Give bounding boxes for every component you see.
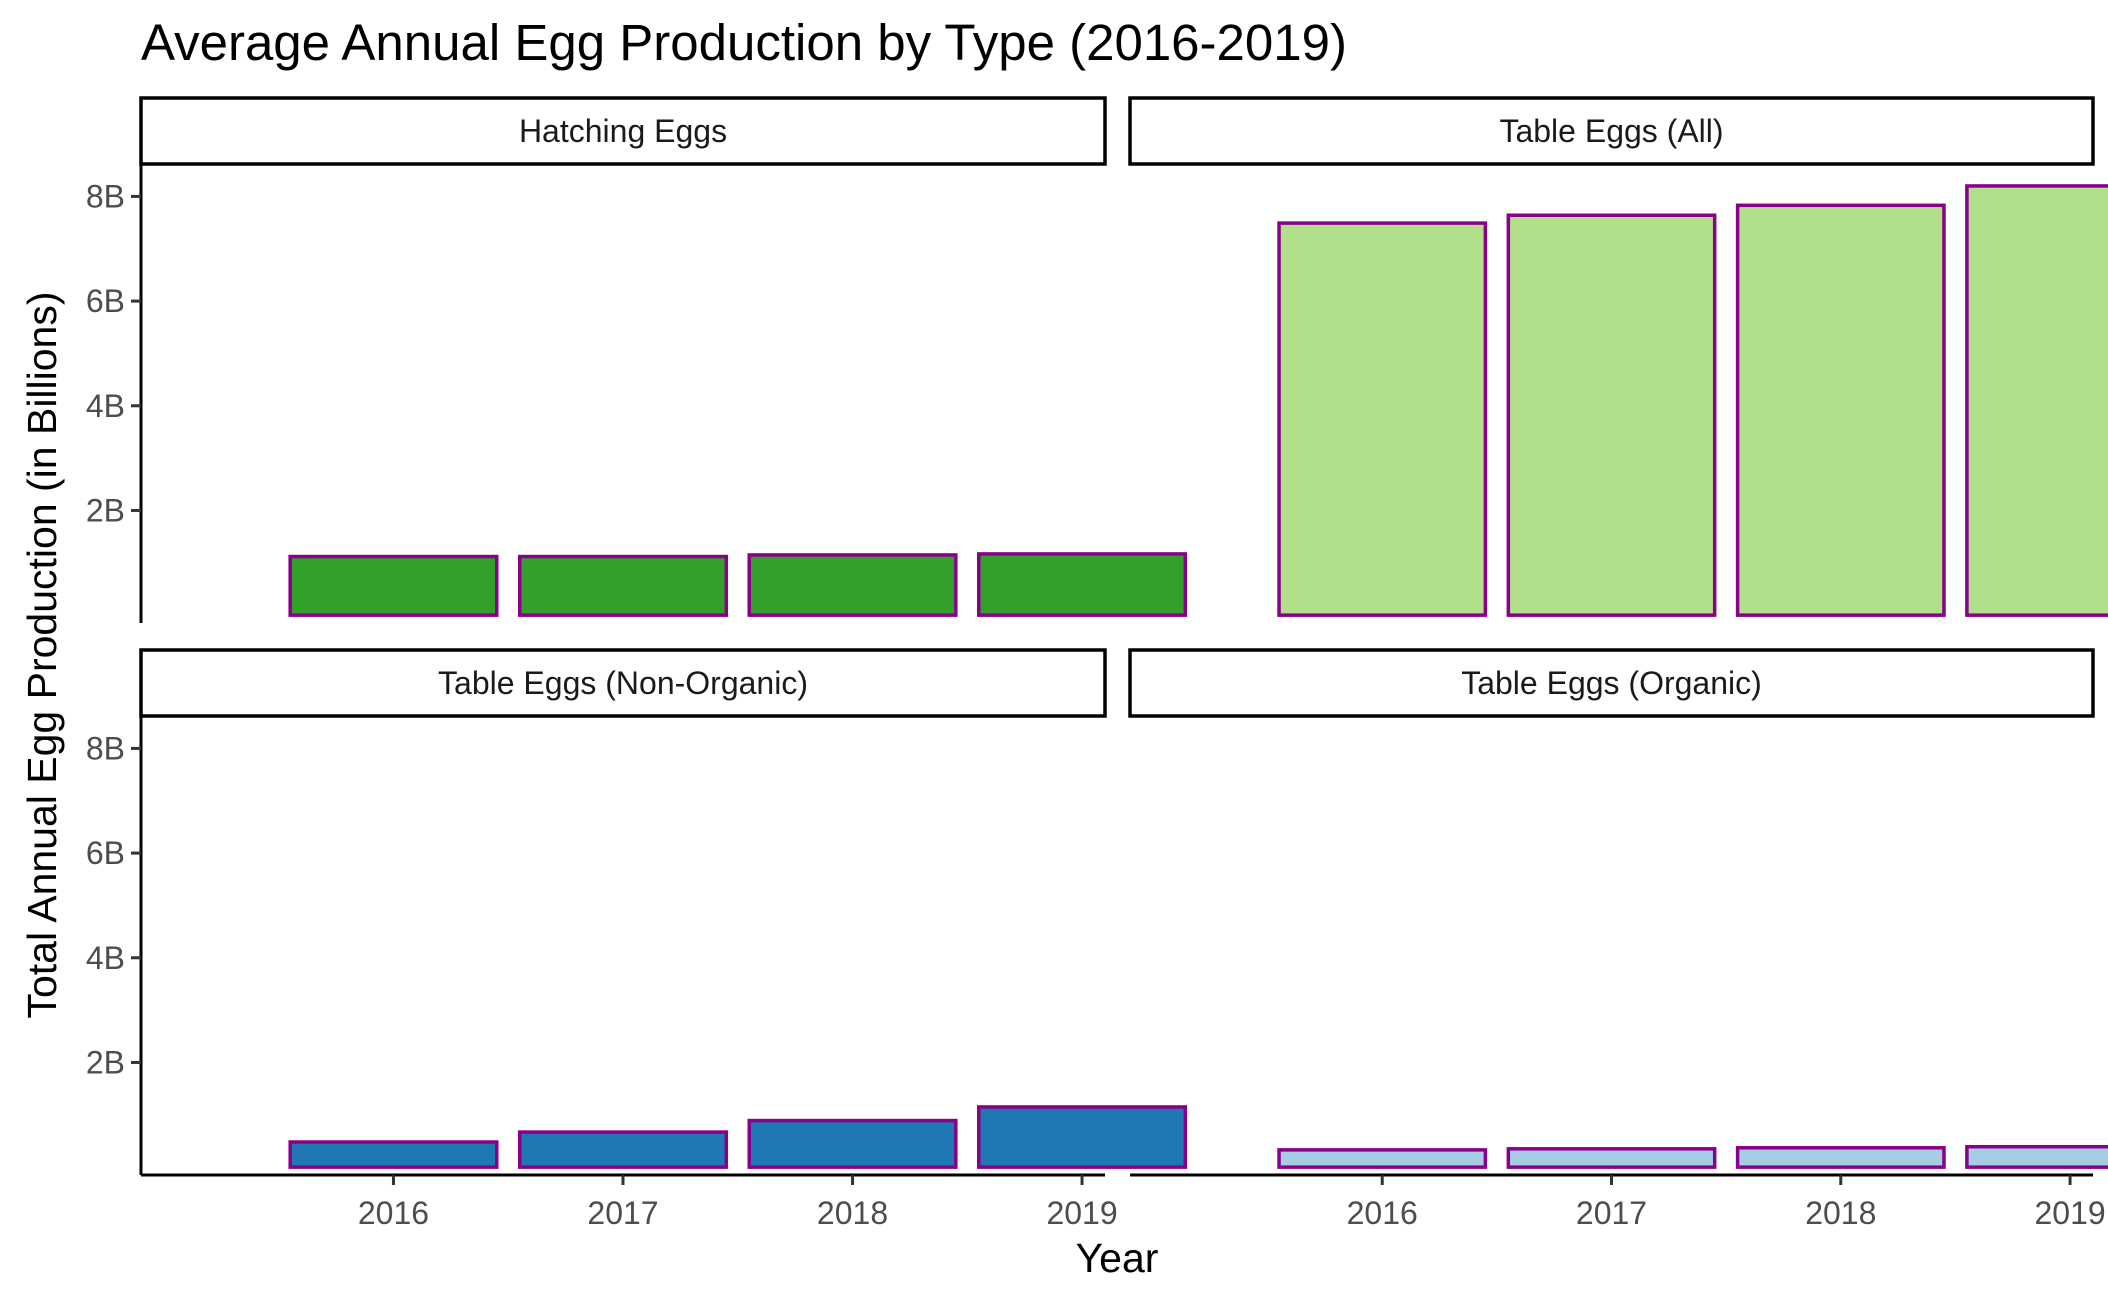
x-tick-label: 2017	[1576, 1195, 1647, 1231]
facet-label-table-eggs-all: Table Eggs (All)	[1499, 113, 1723, 149]
x-tick-label: 2016	[1347, 1195, 1418, 1231]
x-axis-title: Year	[1076, 1235, 1159, 1281]
bar-table-eggs-organic-2016	[1277, 1148, 1488, 1169]
y-tick-label: 8B	[86, 178, 125, 214]
x-tick-label: 2019	[2034, 1195, 2105, 1231]
facet-strip-table-eggs-non-organic	[139, 648, 1107, 718]
x-tick-label: 2018	[1805, 1195, 1876, 1231]
bar-table-eggs-organic-2017	[1506, 1147, 1717, 1169]
x-tick-label: 2016	[358, 1195, 429, 1231]
facet-strip-table-eggs-all	[1128, 96, 2095, 166]
bar-hatching-eggs-2016	[288, 554, 499, 617]
y-tick-label: 2B	[86, 492, 125, 528]
facet-label-table-eggs-non-organic: Table Eggs (Non-Organic)	[438, 665, 808, 701]
facet-strip-hatching-eggs	[139, 96, 1107, 166]
x-tick-label: 2017	[587, 1195, 658, 1231]
facet-label-hatching-eggs: Hatching Eggs	[519, 113, 727, 149]
bar-table-eggs-organic-2019	[1965, 1144, 2108, 1169]
bar-table-eggs-non-organic-2018	[747, 1118, 958, 1169]
bar-table-eggs-organic-2018	[1735, 1146, 1946, 1169]
bar-hatching-eggs-2018	[747, 553, 958, 617]
bar-hatching-eggs-2019	[977, 552, 1188, 617]
bar-table-eggs-all-2018	[1735, 203, 1946, 617]
bar-table-eggs-all-2019	[1965, 184, 2108, 617]
bar-table-eggs-non-organic-2016	[288, 1140, 499, 1169]
bar-table-eggs-all-2016	[1277, 221, 1488, 617]
facet-strip-table-eggs-organic	[1128, 648, 2095, 718]
bar-table-eggs-all-2017	[1506, 213, 1717, 617]
x-tick-label: 2018	[817, 1195, 888, 1231]
y-tick-label: 6B	[86, 835, 125, 871]
x-tick-label: 2019	[1046, 1195, 1117, 1231]
facet-label-table-eggs-organic: Table Eggs (Organic)	[1461, 665, 1762, 701]
y-axis-title: Total Annual Egg Production (in Billions…	[19, 291, 65, 1018]
y-tick-label: 2B	[86, 1044, 125, 1080]
y-tick-label: 8B	[86, 730, 125, 766]
bar-table-eggs-non-organic-2017	[517, 1130, 729, 1169]
y-tick-label: 6B	[86, 283, 125, 319]
chart-title: Average Annual Egg Production by Type (2…	[141, 14, 1347, 71]
facet-panels: Hatching Eggs 2B 4B 6B 8B Table Eggs (All) Tab…	[86, 96, 2108, 1231]
bar-hatching-eggs-2017	[517, 554, 729, 617]
y-tick-label: 4B	[86, 388, 125, 424]
bar-table-eggs-non-organic-2019	[977, 1105, 1188, 1169]
y-tick-label: 4B	[86, 940, 125, 976]
